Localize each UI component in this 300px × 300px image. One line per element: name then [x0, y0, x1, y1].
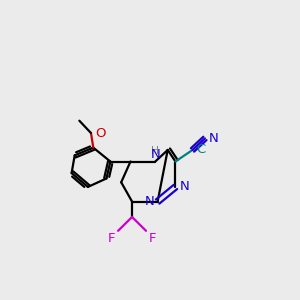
Text: H: H [151, 146, 159, 156]
Text: F: F [149, 232, 157, 245]
Text: N: N [179, 180, 189, 194]
Text: N: N [209, 132, 218, 145]
Text: N: N [150, 148, 160, 161]
Text: C: C [196, 143, 206, 157]
Text: F: F [107, 232, 115, 245]
Text: N: N [145, 195, 154, 208]
Text: O: O [95, 127, 105, 140]
